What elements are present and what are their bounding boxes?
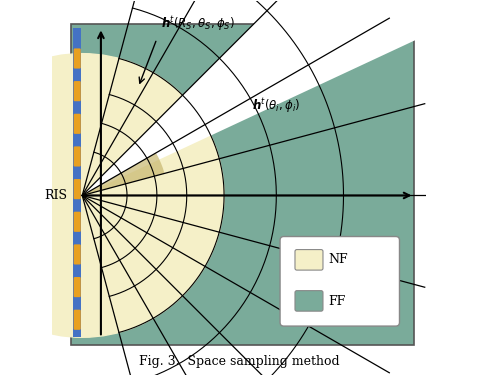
FancyBboxPatch shape: [74, 114, 81, 134]
Circle shape: [0, 54, 224, 337]
Bar: [73, 27, 81, 337]
Text: NF: NF: [328, 253, 348, 266]
FancyBboxPatch shape: [74, 81, 81, 101]
FancyBboxPatch shape: [295, 291, 323, 311]
FancyBboxPatch shape: [74, 179, 81, 199]
FancyBboxPatch shape: [280, 237, 400, 326]
FancyBboxPatch shape: [71, 24, 414, 345]
FancyBboxPatch shape: [295, 250, 323, 270]
Text: $\boldsymbol{h}^t(R_S,\theta_S,\phi_S)$: $\boldsymbol{h}^t(R_S,\theta_S,\phi_S)$: [161, 15, 235, 33]
Text: Fig. 3.  Space sampling method: Fig. 3. Space sampling method: [139, 355, 339, 368]
FancyBboxPatch shape: [74, 49, 81, 68]
Text: FF: FF: [328, 294, 346, 308]
Wedge shape: [82, 153, 164, 196]
Text: RIS: RIS: [44, 189, 67, 202]
FancyBboxPatch shape: [74, 244, 81, 264]
Text: $\boldsymbol{h}^t(\theta_i,\phi_i)$: $\boldsymbol{h}^t(\theta_i,\phi_i)$: [252, 97, 301, 115]
FancyBboxPatch shape: [74, 212, 81, 232]
Wedge shape: [82, 0, 454, 196]
FancyBboxPatch shape: [74, 277, 81, 297]
FancyBboxPatch shape: [74, 310, 81, 330]
FancyBboxPatch shape: [74, 146, 81, 167]
